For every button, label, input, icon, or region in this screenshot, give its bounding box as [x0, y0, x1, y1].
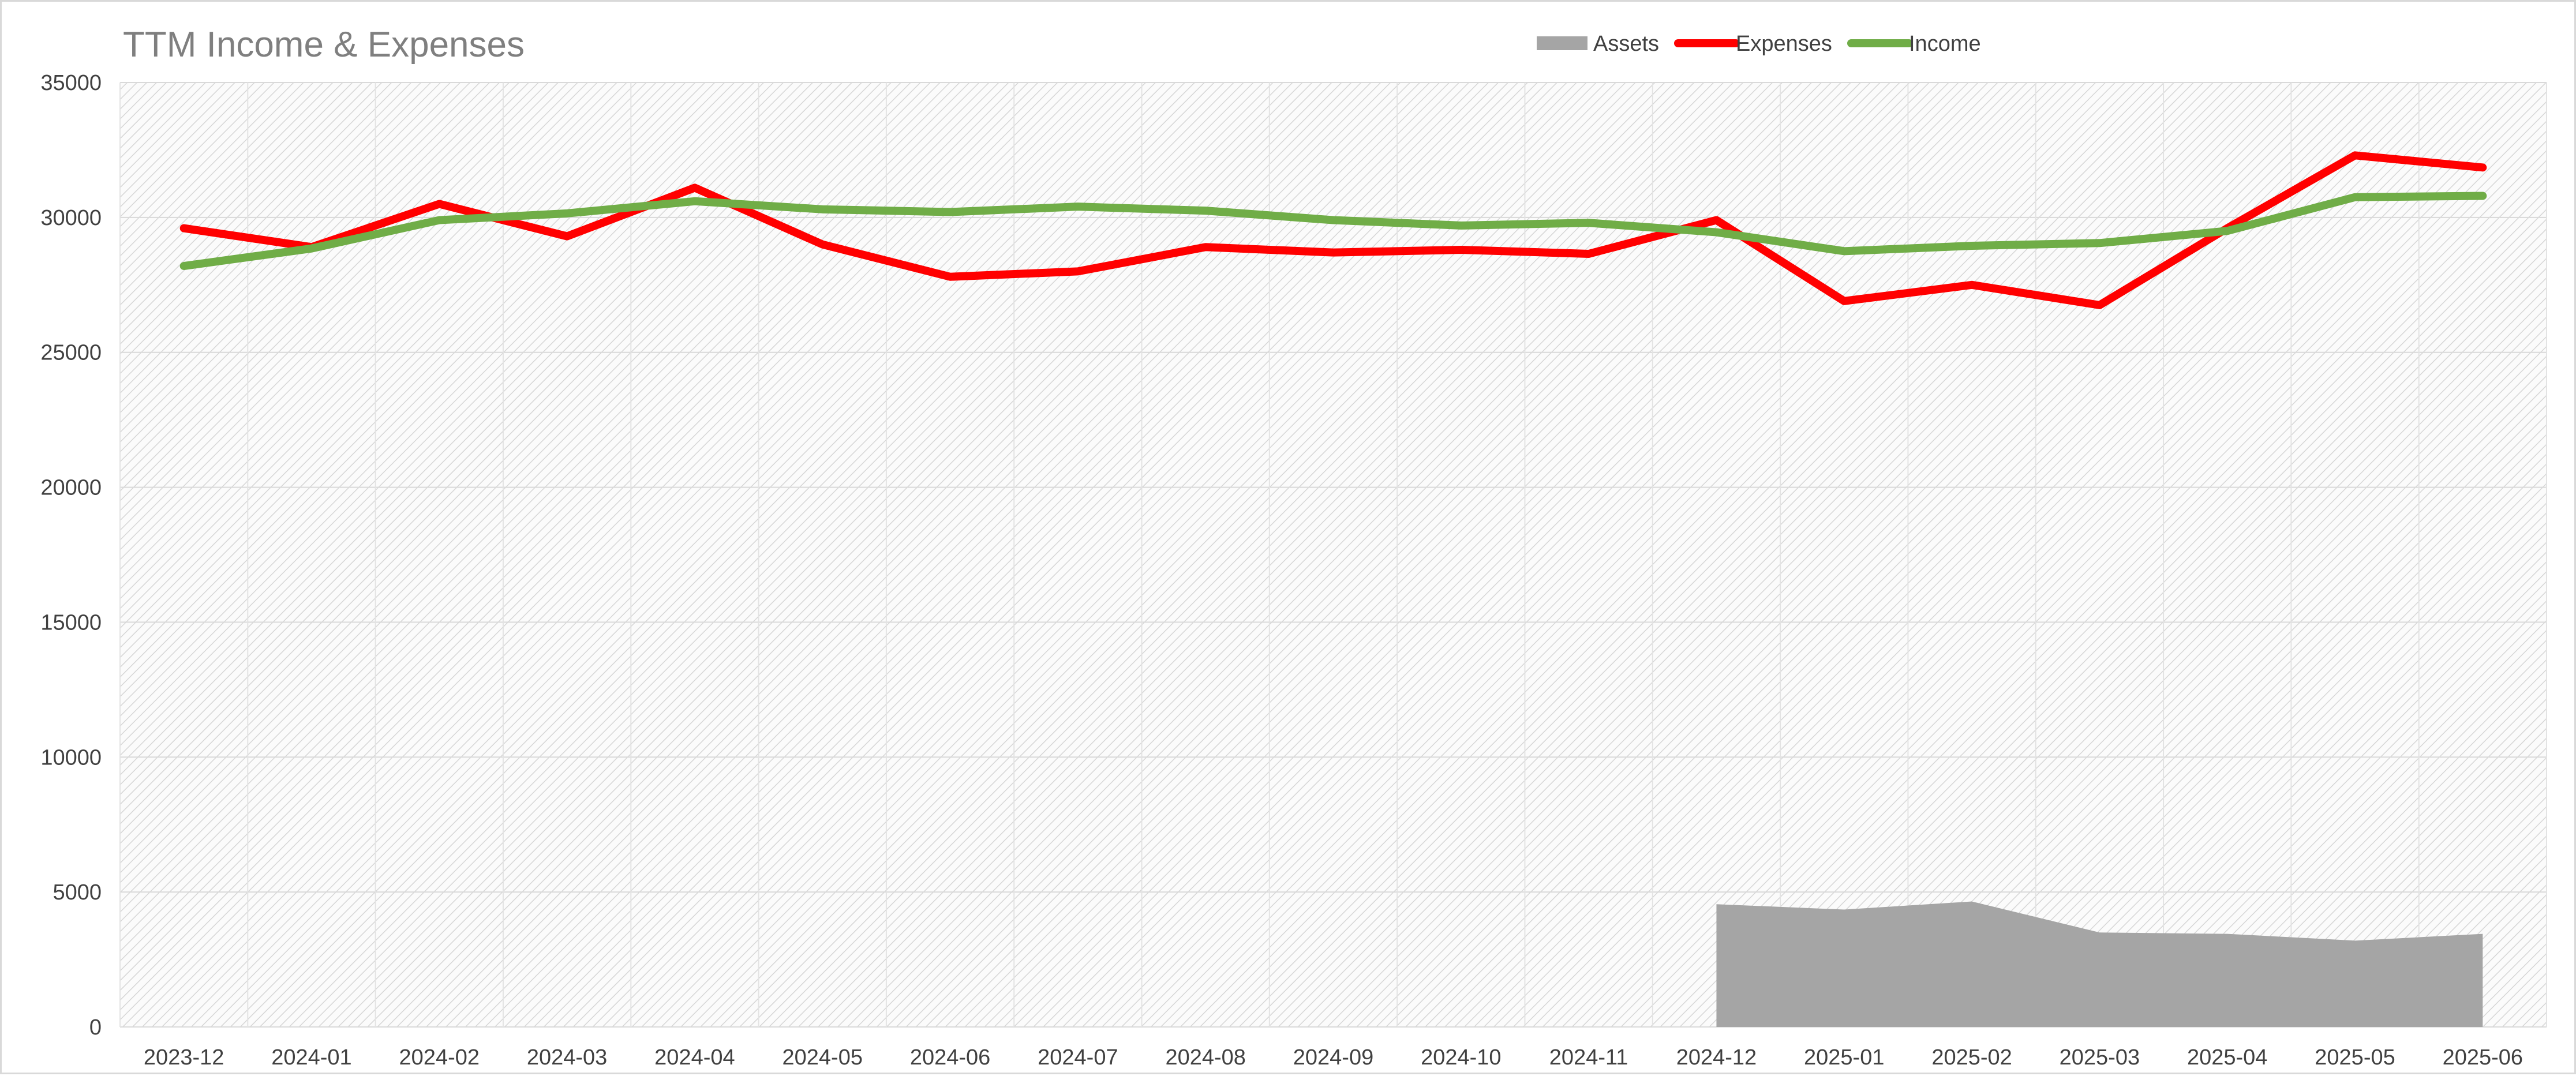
series-income-point — [439, 219, 440, 221]
series-income-point — [183, 265, 185, 267]
series-income-point — [1205, 210, 1207, 212]
legend-swatch-assets — [1537, 36, 1587, 50]
x-tick-label: 2025-03 — [2060, 1045, 2140, 1070]
series-income-point — [1332, 219, 1334, 221]
series-income-point — [1460, 224, 1462, 226]
x-tick-label: 2024-10 — [1421, 1045, 1501, 1070]
series-income-point — [949, 211, 951, 213]
series-expenses-point — [1460, 249, 1462, 250]
series-expenses-point — [822, 243, 823, 245]
legend-label-assets: Assets — [1593, 32, 1659, 56]
series-expenses-point — [2482, 167, 2484, 168]
series-expenses-point — [1971, 284, 1973, 286]
line-series-layer — [179, 151, 2487, 309]
series-expenses-point — [1205, 246, 1207, 248]
series-expenses-point — [439, 203, 440, 205]
x-tick-label: 2024-07 — [1038, 1045, 1118, 1070]
x-tick-label: 2024-09 — [1293, 1045, 1373, 1070]
y-tick-label: 20000 — [40, 476, 102, 500]
series-expenses-point — [949, 276, 951, 278]
series-expenses-point — [2099, 304, 2101, 306]
x-tick-label: 2025-02 — [1931, 1045, 2012, 1070]
series-income-point — [1588, 222, 1590, 224]
x-tick-label: 2025-06 — [2443, 1045, 2523, 1070]
series-expenses-point — [566, 235, 568, 237]
series-expenses-point — [1332, 252, 1334, 253]
series-income-point — [1077, 206, 1079, 208]
y-tick-label: 10000 — [40, 745, 102, 770]
legend: Assets Expenses Income — [1537, 32, 1981, 56]
x-tick-label: 2024-12 — [1676, 1045, 1757, 1070]
y-tick-label: 25000 — [40, 341, 102, 365]
series-expenses-point — [2354, 155, 2356, 156]
x-tick-label: 2024-03 — [527, 1045, 607, 1070]
series-expenses-point — [1716, 219, 1717, 221]
series-income-point — [310, 248, 312, 249]
y-tick-label: 5000 — [53, 880, 102, 905]
y-tick-label: 30000 — [40, 206, 102, 230]
x-tick-label: 2025-05 — [2315, 1045, 2395, 1070]
axes: 0 5000 10000 15000 20000 25000 30000 35000 2023-… — [40, 71, 2523, 1070]
x-tick-label: 2023-12 — [144, 1045, 224, 1070]
x-tick-label: 2024-11 — [1549, 1045, 1628, 1070]
series-assets-area — [1716, 901, 2483, 1027]
series-expenses-point — [1588, 253, 1590, 254]
plot-area — [120, 83, 2547, 1027]
area-series-layer — [1716, 901, 2483, 1027]
x-tick-label: 2024-01 — [271, 1045, 351, 1070]
gridlines — [119, 82, 2547, 1028]
x-tick-label: 2024-06 — [910, 1045, 990, 1070]
series-expenses-point — [694, 187, 695, 189]
series-income-point — [694, 200, 695, 202]
x-tick-label: 2025-04 — [2187, 1045, 2267, 1070]
y-tick-label: 15000 — [40, 610, 102, 635]
series-income-point — [2226, 230, 2228, 232]
series-expenses-point — [1843, 300, 1845, 302]
series-income-point — [2099, 242, 2101, 244]
x-tick-label: 2025-01 — [1804, 1045, 1884, 1070]
y-tick-label: 35000 — [40, 71, 102, 95]
series-income-point — [2482, 195, 2484, 197]
series-income-point — [2354, 196, 2356, 198]
series-income-point — [1716, 231, 1717, 233]
legend-label-expenses: Expenses — [1736, 32, 1832, 56]
x-tick-label: 2024-05 — [782, 1045, 863, 1070]
legend-label-income: Income — [1909, 32, 1981, 56]
x-tick-label: 2024-02 — [399, 1045, 480, 1070]
series-income-point — [1843, 250, 1845, 252]
x-tick-label: 2024-04 — [654, 1045, 735, 1070]
y-tick-label: 0 — [89, 1015, 102, 1040]
series-income-point — [1971, 245, 1973, 246]
chart-title: TTM Income & Expenses — [123, 25, 525, 65]
series-expenses-point — [1077, 271, 1079, 272]
series-income-point — [566, 212, 568, 214]
x-tick-label: 2024-08 — [1165, 1045, 1245, 1070]
series-income-point — [822, 208, 823, 210]
series-expenses-point — [183, 227, 185, 229]
